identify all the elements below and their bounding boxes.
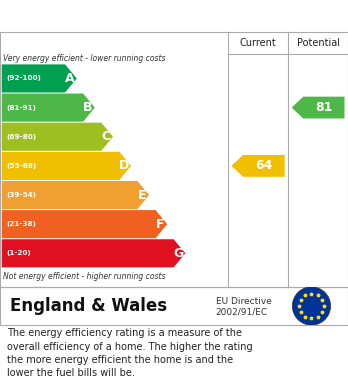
- Text: The energy efficiency rating is a measure of the
overall efficiency of a home. T: The energy efficiency rating is a measur…: [7, 328, 253, 378]
- Text: 2002/91/EC: 2002/91/EC: [216, 307, 268, 316]
- Text: A: A: [65, 72, 74, 85]
- Text: D: D: [119, 160, 129, 172]
- Text: EU Directive: EU Directive: [216, 297, 272, 306]
- Text: G: G: [173, 247, 183, 260]
- Polygon shape: [2, 93, 95, 122]
- Text: (81-91): (81-91): [6, 104, 36, 111]
- Text: E: E: [137, 188, 146, 201]
- Text: 81: 81: [315, 101, 333, 114]
- Text: (1-20): (1-20): [6, 250, 31, 256]
- Polygon shape: [2, 152, 131, 180]
- Text: Very energy efficient - lower running costs: Very energy efficient - lower running co…: [3, 54, 166, 63]
- Text: (92-100): (92-100): [6, 75, 41, 81]
- Ellipse shape: [292, 287, 331, 325]
- Polygon shape: [2, 239, 185, 267]
- Text: F: F: [156, 218, 164, 231]
- Text: (39-54): (39-54): [6, 192, 36, 198]
- Text: Potential: Potential: [296, 38, 340, 48]
- Text: Current: Current: [240, 38, 276, 48]
- Polygon shape: [2, 210, 167, 238]
- Text: Energy Efficiency Rating: Energy Efficiency Rating: [10, 9, 220, 23]
- Polygon shape: [2, 65, 77, 93]
- Text: (69-80): (69-80): [6, 134, 36, 140]
- Polygon shape: [292, 97, 345, 118]
- Polygon shape: [2, 123, 113, 151]
- Text: Not energy efficient - higher running costs: Not energy efficient - higher running co…: [3, 272, 166, 281]
- Polygon shape: [2, 181, 149, 209]
- Text: England & Wales: England & Wales: [10, 297, 168, 315]
- Text: C: C: [101, 130, 110, 143]
- Text: (55-68): (55-68): [6, 163, 36, 169]
- Text: 64: 64: [255, 160, 272, 172]
- Polygon shape: [231, 155, 285, 177]
- Text: B: B: [83, 101, 92, 114]
- Text: (21-38): (21-38): [6, 221, 36, 227]
